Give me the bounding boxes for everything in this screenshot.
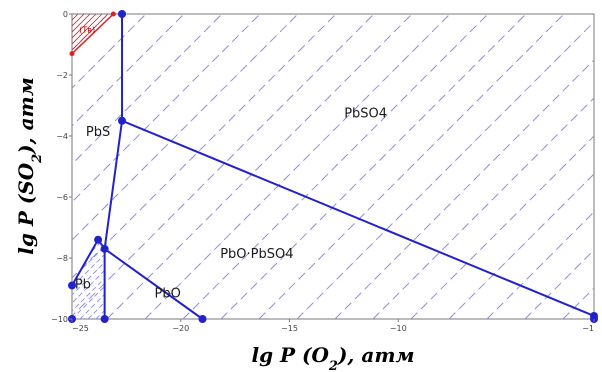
corner-label: (Tв)	[79, 25, 95, 34]
y-tick-label: 0	[63, 10, 68, 19]
region-label-pbo-pbso4: PbO·PbSO4	[220, 247, 293, 262]
data-point	[94, 235, 103, 244]
x-tick-label: −25	[72, 324, 89, 333]
region-label-pbo: PbO	[155, 287, 181, 302]
data-point	[118, 116, 127, 125]
corner-hatch-line	[0, 14, 36, 54]
boundary-line	[71, 239, 99, 286]
corner-hatch-line	[0, 14, 18, 54]
corner-hatch-line	[72, 14, 109, 54]
corner-hatch-line	[26, 14, 66, 54]
corner-hatch-line	[72, 14, 97, 54]
hatch-line	[0, 239, 8, 319]
hatch-line	[72, 239, 105, 319]
y-tick-label: −4	[56, 132, 68, 141]
dash-line	[448, 173, 594, 319]
dash-line	[410, 135, 594, 319]
corner-hatch-line	[14, 14, 54, 54]
phase-boundaries	[71, 14, 595, 320]
boundary-line	[121, 119, 595, 317]
dash-line	[372, 97, 594, 319]
dash-line	[72, 14, 299, 241]
plot-area	[71, 13, 595, 320]
region-label-pbso4: PbSO4	[344, 107, 387, 122]
boundary-line	[103, 120, 124, 249]
corner-hatch-line	[72, 14, 85, 54]
hatch-line	[72, 239, 105, 319]
data-point	[100, 244, 109, 253]
corner-hatch-line	[0, 14, 30, 54]
hatch-line	[72, 239, 105, 319]
boundary-line	[104, 248, 204, 320]
dash-line	[144, 14, 451, 319]
dash-line	[334, 59, 594, 319]
corner-hatch-line	[20, 14, 60, 54]
dash-line	[296, 21, 594, 319]
x-axis-title: lg P (O2), атм	[251, 343, 414, 372]
x-tick-label: −15	[281, 324, 298, 333]
corner-hatch-line	[72, 14, 103, 54]
corner-hatch-line	[72, 14, 73, 54]
corner-boundary	[71, 13, 114, 55]
y-tick-label: −10	[51, 315, 68, 324]
corner-hatch-line	[0, 14, 12, 54]
y-tick-label: −2	[56, 71, 68, 80]
data-point	[68, 281, 76, 290]
diagonal-dash-lines	[72, 14, 594, 319]
y-tick-label: −8	[56, 254, 68, 263]
corner-hatch-line	[0, 14, 24, 54]
corner-hatch-line	[8, 14, 48, 54]
dash-line	[72, 14, 261, 203]
dash-line	[258, 14, 565, 319]
x-tick-label: −20	[172, 324, 189, 333]
x-ticks: −25 −20 −15 −10 −1	[71, 319, 595, 333]
y-ticks: 0 −2 −4 −6 −8 −10	[51, 10, 72, 324]
hatch-line	[87, 239, 105, 319]
dash-line	[524, 249, 594, 319]
region-label-pb: Pb	[75, 278, 91, 293]
corner-hatch-line	[2, 14, 42, 54]
y-tick-label: −6	[56, 193, 68, 202]
corner-point	[69, 51, 75, 57]
region-label-pbs: PbS	[86, 125, 110, 140]
x-tick-label: −10	[390, 324, 407, 333]
dash-line	[72, 14, 375, 317]
hatch-line	[72, 239, 105, 319]
data-point	[198, 315, 207, 323]
y-axis-title: lg P (SO2), атм	[14, 77, 45, 254]
dash-line	[486, 211, 594, 319]
data-point	[118, 10, 127, 18]
corner-point	[110, 11, 116, 17]
dash-line	[220, 14, 527, 319]
corner-hatch-line	[72, 14, 91, 54]
data-point	[100, 315, 109, 323]
x-tick-label: −1	[582, 324, 594, 333]
hatch-line	[72, 239, 81, 319]
dash-line	[182, 14, 489, 319]
dash-line	[106, 14, 413, 319]
hatch-line	[79, 239, 105, 319]
